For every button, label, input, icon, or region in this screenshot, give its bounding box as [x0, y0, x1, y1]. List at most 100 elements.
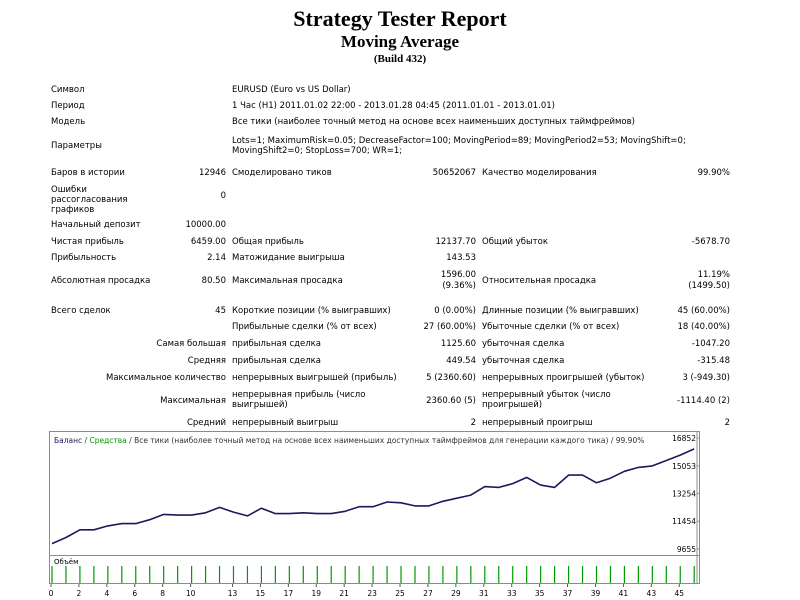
- avg-win-label: прибыльная сделка: [232, 356, 322, 366]
- volume-panel: Объём: [49, 556, 700, 584]
- ticks-value: 50652067: [432, 168, 476, 178]
- x-tick-label: 17: [284, 589, 294, 598]
- x-tick-label: 41: [619, 589, 629, 598]
- short-positions-value: 0 (0.00%): [434, 306, 476, 316]
- cons-loss-label: непрерывный убыток (число проигрышей): [482, 390, 611, 410]
- losing-trades-value: 18 (40.00%): [677, 322, 730, 332]
- x-tick-label: 6: [132, 589, 137, 598]
- deposit-label: Начальный депозит: [51, 220, 141, 230]
- x-tick-label: 29: [451, 589, 461, 598]
- long-positions-label: Длинные позиции (% выигравших): [482, 306, 639, 316]
- x-tick-label: 37: [563, 589, 573, 598]
- net-profit-value: 6459.00: [190, 237, 226, 247]
- cons-loss-value: -1114.40 (2): [677, 396, 730, 406]
- build-number: (Build 432): [373, 53, 427, 65]
- period-label: Период: [51, 101, 85, 111]
- x-tick-label: 39: [591, 589, 601, 598]
- x-tick-label: 25: [395, 589, 405, 598]
- gross-profit-label: Общая прибыль: [232, 237, 304, 247]
- expert-name: Moving Average: [340, 32, 460, 51]
- x-tick-label: 33: [507, 589, 517, 598]
- largest-loss-label: убыточная сделка: [482, 339, 565, 349]
- payoff-value: 143.53: [446, 253, 476, 263]
- payoff-label: Матожидание выигрыша: [232, 253, 345, 263]
- largest-loss-value: -1047.20: [691, 339, 730, 349]
- avg-cons-label: Средний: [186, 418, 226, 428]
- x-tick-label: 19: [311, 589, 321, 598]
- cons-losses-value: 3 (-949.30): [682, 373, 730, 383]
- x-tick-label: 23: [367, 589, 377, 598]
- legend-equity: Средства: [89, 436, 126, 445]
- params-value: Lots=1; MaximumRisk=0.05; DecreaseFactor…: [232, 136, 686, 156]
- losing-trades-label: Убыточные сделки (% от всех): [482, 322, 620, 332]
- volume-bars: [51, 566, 695, 583]
- ticks-label: Смоделировано тиков: [232, 168, 332, 178]
- gross-loss-value: -5678.70: [691, 237, 730, 247]
- y-tick-label: 15053: [672, 462, 696, 471]
- rel-drawdown-amount: (1499.50): [688, 281, 730, 291]
- long-positions-value: 45 (60.00%): [677, 306, 730, 316]
- y-tick-label: 13254: [672, 490, 696, 499]
- avg-cons-wins-label: непрерывный выигрыш: [232, 418, 339, 428]
- x-tick-label: 4: [104, 589, 109, 598]
- quality-label: Качество моделирования: [482, 168, 597, 178]
- x-axis: 0 2 4 6 8 10 13 15 17 19 21 23 25 27 29 31 33 35 37 39 41 43 4…: [49, 584, 684, 598]
- total-trades-label: Всего сделок: [51, 306, 111, 316]
- abs-drawdown-value: 80.50: [201, 276, 226, 286]
- legend-description: / Все тики (наиболее точный метод на осн…: [127, 436, 645, 445]
- deposit-value: 10000.00: [185, 220, 226, 230]
- total-trades-value: 45: [215, 306, 226, 316]
- rel-drawdown-label: Относительная просадка: [482, 276, 597, 286]
- symbol-label: Символ: [51, 85, 85, 95]
- cons-profit-label: непрерывная прибыль (число выигрышей): [232, 390, 366, 410]
- max-drawdown-percent: (9.36%): [442, 281, 476, 291]
- quality-value: 99.90%: [697, 168, 730, 178]
- largest-win-value: 1125.60: [440, 339, 476, 349]
- legend-separator: /: [82, 436, 89, 445]
- chart-legend: Баланс / Средства / Все тики (наиболее т…: [54, 436, 644, 445]
- volume-label: Объём: [54, 558, 78, 566]
- gross-loss-label: Общий убыток: [482, 237, 548, 247]
- avg-cons-losses-label: непрерывный проигрыш: [482, 418, 593, 428]
- maximal-label: Максимальная: [160, 396, 226, 406]
- y-tick-label: 9655: [677, 545, 696, 554]
- balance-chart: Баланс / Средства / Все тики (наиболее т…: [49, 431, 700, 556]
- x-tick-label: 2: [77, 589, 82, 598]
- mismatch-value: 0: [220, 191, 226, 201]
- cons-wins-value: 5 (2360.60): [426, 373, 476, 383]
- max-drawdown-label: Максимальная просадка: [232, 276, 343, 286]
- profit-factor-value: 2.14: [207, 253, 226, 263]
- x-tick-label: 15: [256, 589, 266, 598]
- profit-factor-label: Прибыльность: [51, 253, 117, 263]
- x-tick-label: 45: [674, 589, 684, 598]
- balance-line: [51, 448, 695, 545]
- x-tick-label: 31: [479, 589, 489, 598]
- largest-win-label: прибыльная сделка: [232, 339, 322, 349]
- avg-loss-value: -315.48: [697, 356, 730, 366]
- symbol-value: EURUSD (Euro vs US Dollar): [232, 85, 351, 95]
- winning-trades-value: 27 (60.00%): [423, 322, 476, 332]
- bars-label: Баров в истории: [51, 168, 125, 178]
- legend-balance: Баланс: [54, 436, 82, 445]
- max-count-label: Максимальное количество: [105, 373, 226, 383]
- x-tick-label: 43: [647, 589, 657, 598]
- x-tick-label: 27: [423, 589, 433, 598]
- net-profit-label: Чистая прибыль: [51, 237, 124, 247]
- x-tick-label: 0: [49, 589, 54, 598]
- params-label: Параметры: [51, 141, 102, 151]
- avg-cons-wins-value: 2: [470, 418, 476, 428]
- model-value: Все тики (наиболее точный метод на основ…: [232, 117, 635, 127]
- abs-drawdown-label: Абсолютная просадка: [51, 276, 151, 286]
- y-tick-label: 16852: [672, 434, 696, 443]
- gross-profit-value: 12137.70: [435, 237, 476, 247]
- x-tick-label: 10: [186, 589, 196, 598]
- winning-trades-label: Прибыльные сделки (% от всех): [232, 322, 377, 332]
- cons-profit-value: 2360.60 (5): [426, 396, 476, 406]
- report-title: Strategy Tester Report: [293, 6, 507, 31]
- short-positions-label: Короткие позиции (% выигравших): [232, 306, 391, 316]
- max-drawdown-value: 1596.00: [440, 270, 476, 280]
- largest-label: Самая большая: [156, 339, 226, 349]
- bars-value: 12946: [198, 168, 226, 178]
- average-label: Средняя: [187, 356, 226, 366]
- balance-chart-svg: Баланс / Средства / Все тики (наиболее т…: [51, 432, 700, 555]
